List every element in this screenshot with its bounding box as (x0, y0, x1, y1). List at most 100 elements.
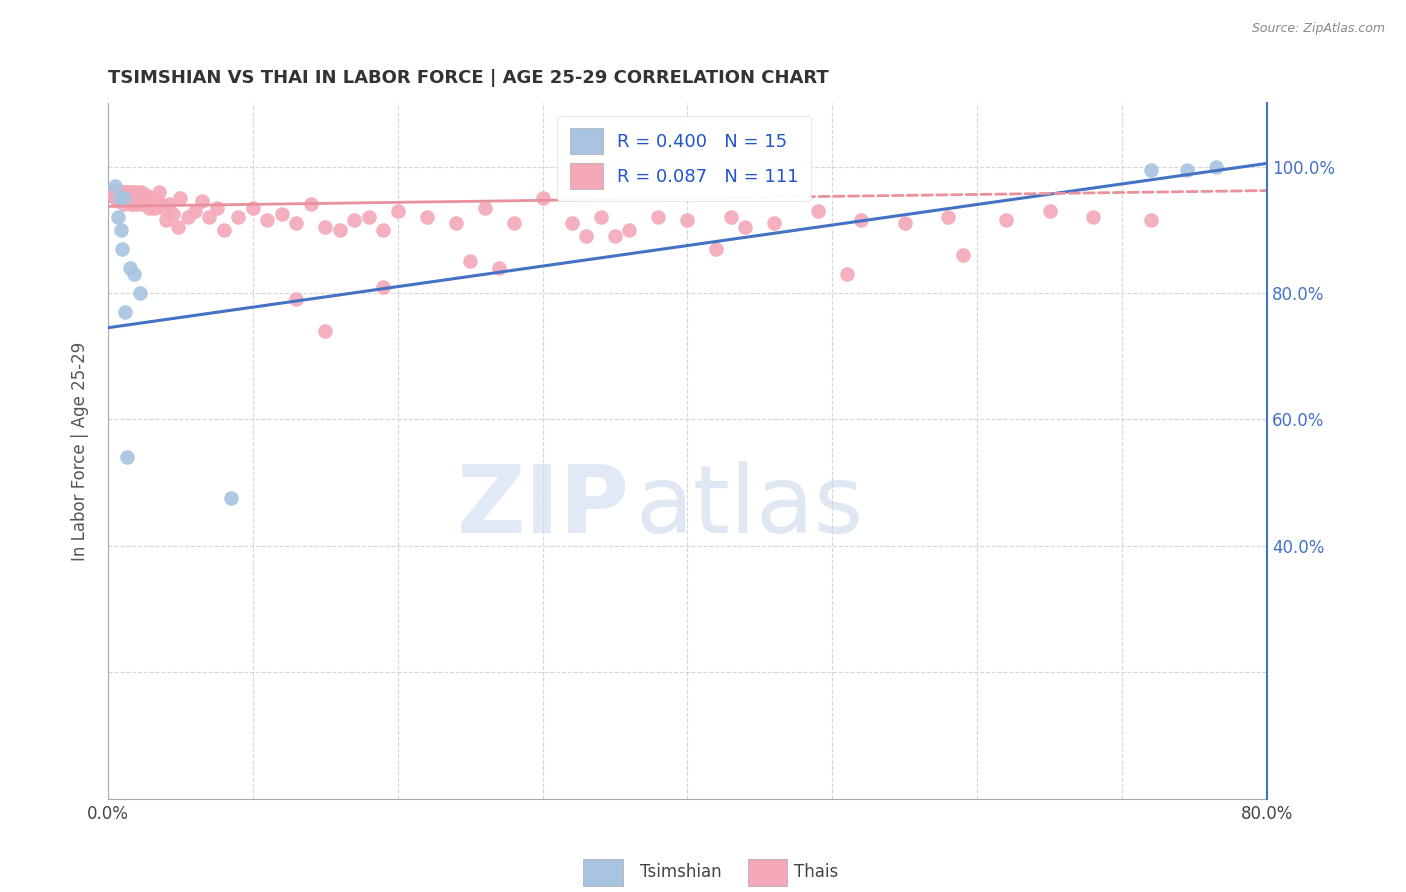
Point (120, 188, 142, 202)
Point (1175, 162, 1198, 177)
Point (1140, 162, 1163, 177)
Point (115, 450, 138, 465)
Point (184, 203, 207, 218)
Point (114, 185, 136, 199)
Point (191, 194, 214, 209)
Point (107, 210, 129, 224)
Point (936, 210, 959, 224)
Point (117, 188, 139, 202)
Point (101, 188, 124, 202)
Point (118, 191, 141, 205)
Point (108, 188, 131, 202)
Point (851, 213, 873, 227)
Point (135, 188, 157, 202)
Point (256, 213, 278, 227)
Point (138, 201, 160, 215)
Point (127, 191, 149, 205)
Point (676, 213, 699, 227)
Text: Source: ZipAtlas.com: Source: ZipAtlas.com (1251, 22, 1385, 36)
Point (118, 185, 141, 199)
Point (343, 213, 366, 227)
Point (111, 188, 134, 202)
Point (117, 185, 139, 199)
Point (107, 185, 129, 199)
Point (111, 185, 134, 199)
Point (619, 223, 641, 237)
Point (1039, 203, 1062, 218)
Point (228, 210, 250, 224)
Point (122, 267, 145, 281)
Point (444, 216, 467, 230)
Point (111, 242, 134, 256)
Point (110, 191, 132, 205)
Point (105, 188, 128, 202)
Point (128, 188, 150, 202)
Point (157, 197, 180, 211)
Point (357, 210, 380, 224)
Point (169, 191, 191, 205)
Point (139, 191, 162, 205)
Point (104, 178, 127, 193)
Point (488, 260, 510, 275)
Point (531, 191, 554, 205)
Point (115, 191, 138, 205)
Point (387, 203, 409, 218)
Point (415, 210, 437, 224)
Point (835, 267, 858, 281)
Point (155, 213, 177, 227)
Point (373, 279, 395, 293)
Point (141, 194, 163, 209)
Point (152, 201, 174, 215)
Point (502, 216, 524, 230)
Point (734, 219, 756, 234)
Point (314, 219, 336, 234)
Point (1140, 213, 1163, 227)
Point (603, 229, 626, 244)
Point (474, 201, 496, 215)
Point (149, 197, 172, 211)
Point (117, 194, 139, 209)
Point (122, 197, 145, 211)
Point (720, 210, 742, 224)
Point (128, 285, 150, 300)
Point (114, 188, 136, 202)
Point (242, 201, 264, 215)
Point (110, 185, 132, 199)
Point (121, 194, 143, 209)
Point (125, 194, 148, 209)
Point (1081, 210, 1104, 224)
Text: TSIMSHIAN VS THAI IN LABOR FORCE | AGE 25-29 CORRELATION CHART: TSIMSHIAN VS THAI IN LABOR FORCE | AGE 2… (108, 69, 828, 87)
Point (110, 223, 132, 237)
Point (329, 223, 352, 237)
Point (115, 185, 138, 199)
Point (647, 210, 669, 224)
Point (114, 305, 136, 319)
Point (270, 207, 292, 221)
Point (162, 207, 184, 221)
Point (108, 191, 131, 205)
Point (212, 223, 235, 237)
Point (299, 197, 322, 211)
Point (807, 203, 830, 218)
Text: Thais: Thais (794, 863, 838, 881)
Point (118, 260, 141, 275)
Point (143, 201, 166, 215)
Point (121, 185, 143, 199)
Point (104, 191, 127, 205)
Point (893, 216, 915, 230)
Point (136, 194, 159, 209)
Point (127, 197, 149, 211)
Point (995, 213, 1018, 227)
Point (118, 194, 141, 209)
Point (205, 201, 228, 215)
Point (103, 185, 125, 199)
Text: atlas: atlas (636, 460, 863, 552)
Point (120, 197, 142, 211)
Point (112, 197, 135, 211)
Point (219, 491, 242, 506)
Point (148, 185, 170, 199)
Point (131, 185, 153, 199)
Point (1205, 160, 1227, 174)
Point (134, 191, 156, 205)
Point (131, 194, 153, 209)
